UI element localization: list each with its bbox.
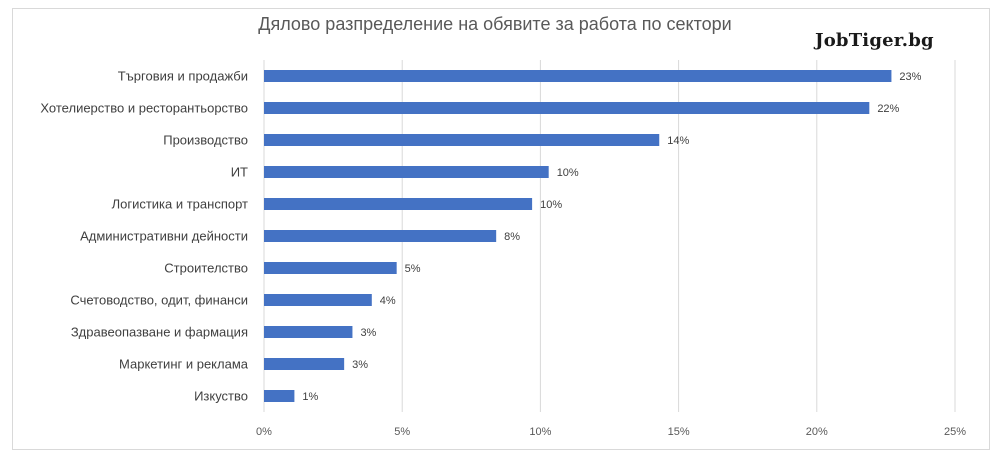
bar [264,230,497,242]
x-tick-label: 5% [394,426,410,438]
category-label: Хотелиерство и ресторантьорство [40,101,248,116]
category-label: ИТ [231,165,248,180]
data-label: 10% [557,167,579,179]
bar [264,358,345,370]
x-tick-label: 15% [668,426,690,438]
data-label: 14% [667,135,689,147]
bar [264,70,892,82]
data-label: 4% [380,295,396,307]
x-tick-label: 10% [529,426,551,438]
category-label: Административни дейности [80,229,248,244]
x-tick-label: 25% [944,426,966,438]
bar [264,262,397,274]
bar [264,198,533,210]
data-labels: 23% 22% 14% 10% 10% 8% 5% 4% 3% 3% 1% [302,71,921,403]
category-label: Изкуство [194,389,248,404]
category-label: Маркетинг и реклама [119,357,249,372]
category-label: Здравеопазване и фармация [71,325,248,340]
data-label: 22% [877,103,899,115]
category-label: Производство [163,133,248,148]
x-axis-ticks: 0% 5% 10% 15% 20% 25% [256,426,966,438]
data-label: 23% [899,71,921,83]
bar [264,102,870,114]
bar [264,390,295,402]
data-label: 3% [360,327,376,339]
category-label: Строителство [164,261,248,276]
gridlines [263,60,956,412]
bar [264,134,660,146]
data-label: 3% [352,359,368,371]
category-label: Логистика и транспорт [112,197,248,212]
bars [264,70,892,402]
category-labels: Търговия и продажби Хотелиерство и рестор… [40,69,248,404]
data-label: 5% [405,263,421,275]
data-label: 10% [540,199,562,211]
data-label: 1% [302,391,318,403]
bar [264,326,353,338]
brand-logo: JobTiger.bg [815,30,934,51]
bar [264,166,549,178]
data-label: 8% [504,231,520,243]
category-label: Счетоводство, одит, финанси [70,293,248,308]
category-label: Търговия и продажби [118,69,248,84]
chart-title: Дялово разпределение на обявите за работ… [258,14,732,34]
bar [264,294,372,306]
x-tick-label: 20% [806,426,828,438]
x-tick-label: 0% [256,426,272,438]
